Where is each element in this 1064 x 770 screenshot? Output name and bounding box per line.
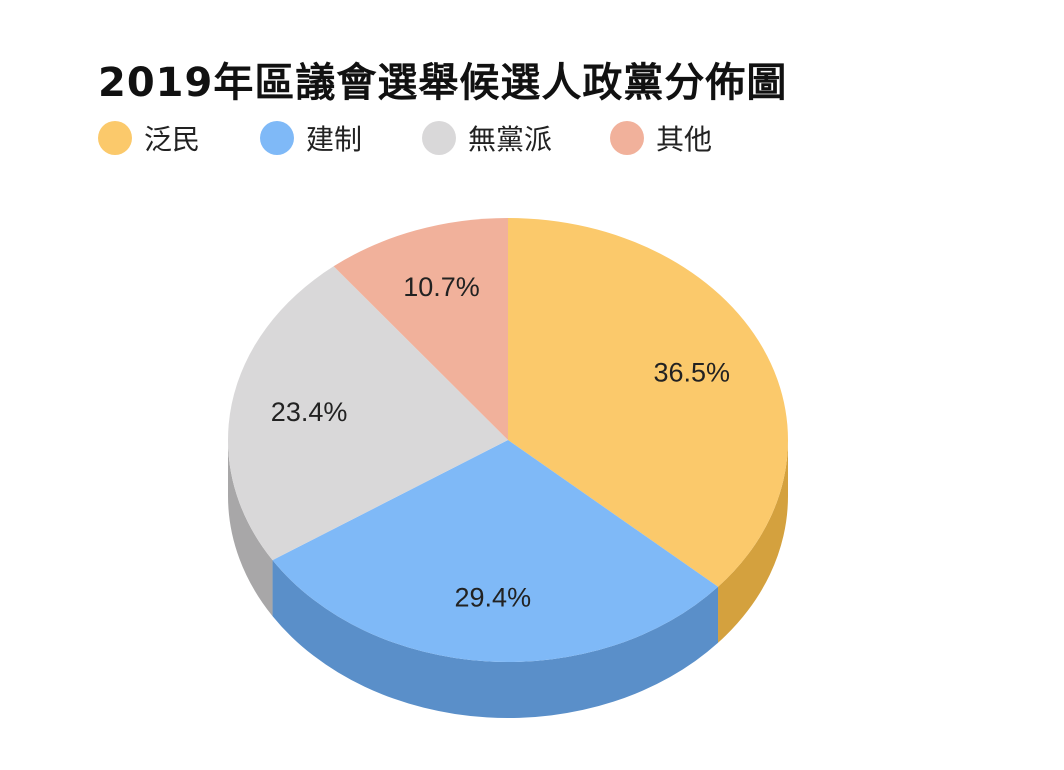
pie-slice-pro-establishment [272, 440, 719, 662]
pie-top-group [228, 218, 788, 662]
pie-side-pro-establishment [272, 560, 719, 718]
pie-slice-pan-democrat [508, 218, 788, 587]
pie-side-group [228, 440, 788, 718]
legend-label: 泛民 [144, 123, 201, 156]
data-label-independent: 23.4% [271, 397, 348, 427]
legend-swatch [98, 121, 132, 155]
legend-item-pan-democrat: 泛民 [98, 118, 200, 158]
legend-item-other: 其他 [610, 118, 712, 158]
legend-label: 建制 [306, 123, 363, 156]
legend-label: 其他 [656, 123, 713, 156]
chart-title: 2019年區議會選舉候選人政黨分佈圖 [98, 60, 788, 106]
legend: 泛民 建制 無黨派 其他 [98, 118, 858, 158]
legend-swatch [422, 121, 456, 155]
pie-slice-other [333, 218, 508, 440]
data-label-other: 10.7% [403, 272, 480, 302]
data-label-pro-establishment: 29.4% [455, 583, 532, 613]
data-label-pan-democrat: 36.5% [653, 357, 730, 387]
legend-label: 無黨派 [468, 123, 553, 156]
pie-label-group: 36.5% 29.4% 23.4% 10.7% [271, 272, 730, 612]
pie-side-pan-democrat [718, 440, 788, 643]
legend-swatch [610, 121, 644, 155]
pie-side-independent [228, 440, 273, 617]
legend-swatch [260, 121, 294, 155]
pie-slice-independent [228, 266, 509, 561]
legend-item-independent: 無黨派 [422, 118, 552, 158]
legend-item-pro-establishment: 建制 [260, 118, 362, 158]
